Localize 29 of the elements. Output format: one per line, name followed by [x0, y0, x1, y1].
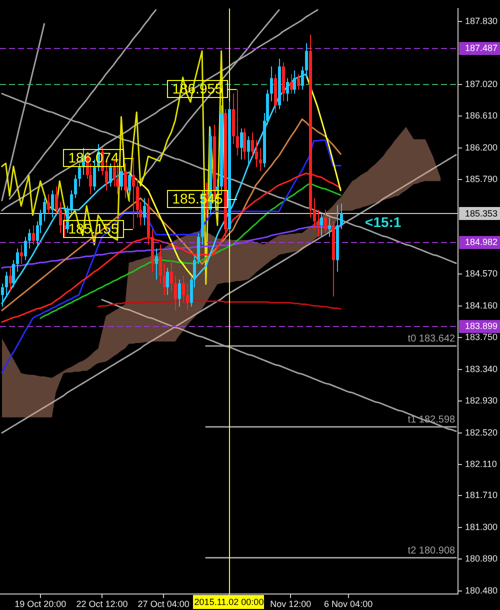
series-label: t2 180.908: [408, 546, 456, 556]
x-tick-label: Nov 12:00: [270, 598, 312, 609]
ref-line-label: 187.487: [465, 43, 498, 54]
y-tick-label: 180.890: [465, 554, 498, 564]
x-tick-label: 27 Oct 04:00: [138, 598, 190, 609]
x-tick-label: 19 Oct 20:00: [14, 598, 66, 609]
ref-line-label: 184.982: [465, 237, 498, 248]
annotation: <15:1: [365, 214, 402, 230]
y-tick-label: 182.110: [465, 459, 497, 470]
ref-line-label: 183.899: [465, 321, 498, 332]
x-tick-label: 6 Nov 04:00: [324, 598, 373, 609]
x-tick-label: 22 Oct 12:00: [76, 598, 128, 609]
y-tick-label: 183.750: [465, 332, 498, 342]
y-tick-label: 183.340: [465, 364, 498, 374]
y-tick-label: 181.710: [465, 490, 498, 500]
ref-line-label: 185.353: [465, 208, 498, 218]
y-tick-label: 187.020: [465, 78, 498, 89]
y-tick-label: 182.930: [465, 396, 498, 406]
y-tick-label: 186.200: [465, 142, 498, 152]
series-label: t0 183.642: [408, 334, 456, 345]
y-tick-label: 186.610: [465, 110, 498, 121]
y-tick-label: 184.570: [465, 268, 498, 279]
x-tick-label: 2015.11.02 00:00: [194, 596, 264, 607]
y-tick-label: 181.300: [465, 522, 498, 532]
y-tick-label: 185.790: [465, 174, 498, 184]
y-tick-label: 184.160: [465, 300, 498, 310]
y-tick-label: 187.830: [465, 16, 498, 26]
y-tick-label: 180.480: [465, 585, 498, 596]
y-tick-label: 182.520: [465, 427, 498, 438]
